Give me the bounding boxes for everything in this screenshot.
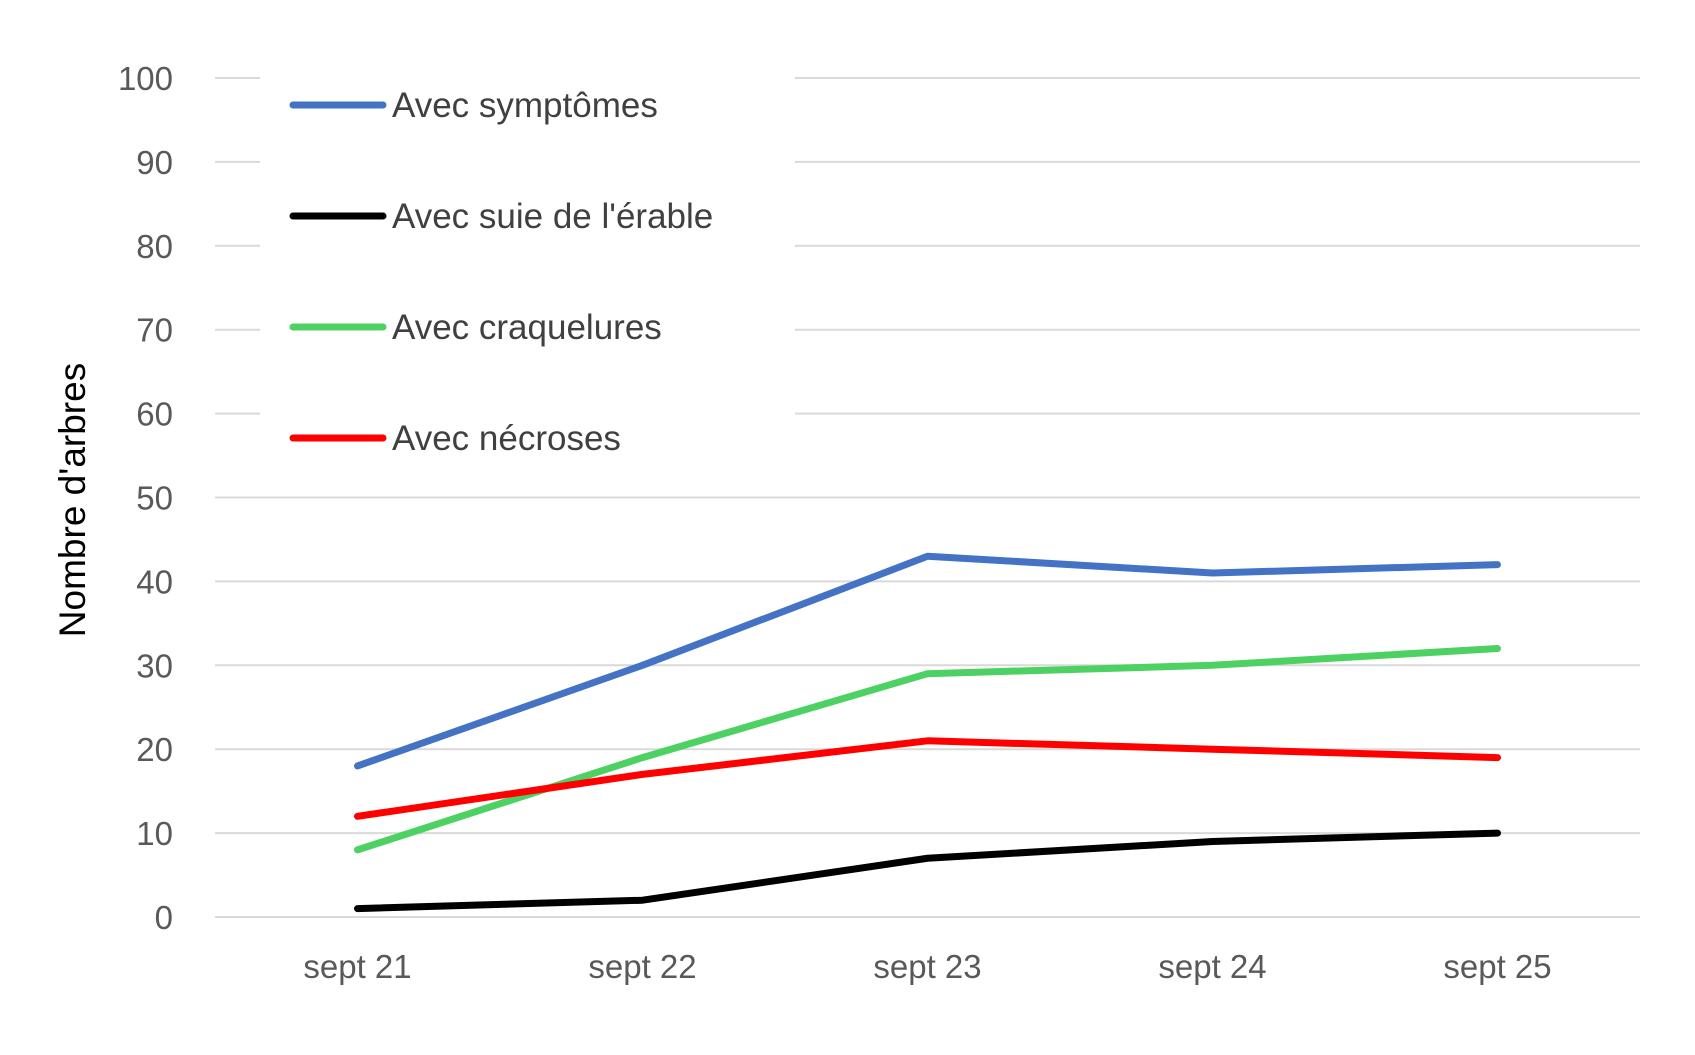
y-axis-title: Nombre d'arbres bbox=[52, 363, 93, 637]
legend-label: Avec suie de l'érable bbox=[392, 197, 713, 236]
x-tick-label: sept 21 bbox=[303, 948, 411, 985]
y-tick-label: 20 bbox=[136, 731, 173, 768]
y-tick-label: 90 bbox=[136, 144, 173, 181]
legend-background bbox=[260, 50, 795, 474]
legend: Avec symptômes Avec suie de l'érable Avec … bbox=[260, 50, 795, 474]
y-tick-label: 80 bbox=[136, 228, 173, 265]
x-tick-label: sept 22 bbox=[588, 948, 696, 985]
x-tick-label: sept 23 bbox=[873, 948, 981, 985]
series-lines bbox=[354, 552, 1501, 913]
legend-label: Avec symptômes bbox=[392, 86, 658, 125]
x-axis-ticks: sept 21 sept 22 sept 23 sept 24 sept 25 bbox=[303, 948, 1551, 985]
y-tick-label: 30 bbox=[136, 647, 173, 684]
y-tick-label: 50 bbox=[136, 480, 173, 517]
y-axis-ticks: 0 10 20 30 40 50 60 70 80 90 100 bbox=[118, 60, 173, 936]
y-tick-label: 70 bbox=[136, 312, 173, 349]
series-line-2 bbox=[354, 829, 1501, 913]
y-tick-label: 60 bbox=[136, 396, 173, 433]
x-tick-label: sept 25 bbox=[1443, 948, 1551, 985]
y-tick-label: 0 bbox=[155, 899, 173, 936]
y-tick-label: 100 bbox=[118, 60, 173, 97]
y-tick-label: 40 bbox=[136, 563, 173, 600]
series-line-1 bbox=[354, 552, 1501, 770]
series-line-4 bbox=[354, 737, 1501, 820]
y-tick-label: 10 bbox=[136, 815, 173, 852]
legend-label: Avec nécroses bbox=[392, 419, 621, 458]
legend-label: Avec craquelures bbox=[392, 308, 662, 347]
x-tick-label: sept 24 bbox=[1158, 948, 1266, 985]
